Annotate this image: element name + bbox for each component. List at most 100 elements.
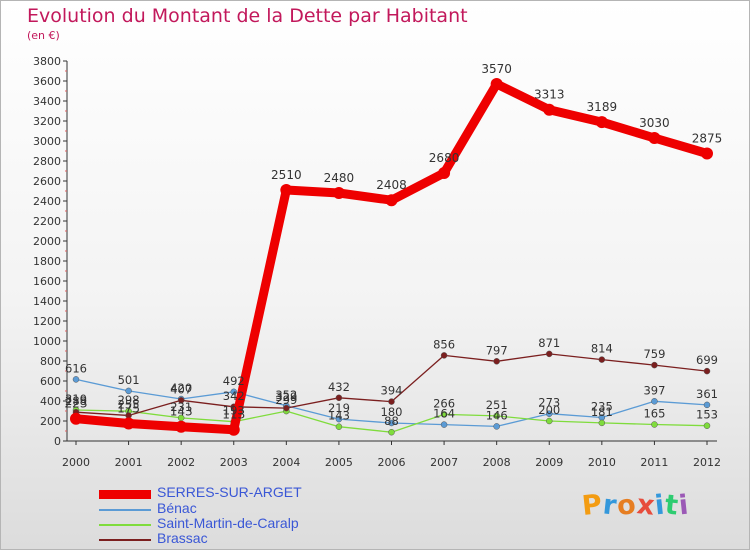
y-tick-label: 3600 (33, 75, 61, 88)
data-point-saint-martin-de-caralp (703, 422, 711, 429)
data-point-serres-sur-arget (280, 184, 293, 196)
data-label-brassac: 871 (538, 336, 560, 350)
data-point-brassac (703, 367, 711, 375)
y-tick-label: 800 (40, 355, 61, 368)
data-label-serres-sur-arget: 3313 (534, 88, 565, 102)
y-tick-label: 1800 (33, 255, 61, 268)
x-tick-label: 2004 (272, 456, 300, 469)
data-label-brassac: 329 (275, 390, 297, 404)
legend-label-serres-sur-arget: SERRES-SUR-ARGET (157, 484, 302, 500)
data-point-serres-sur-arget (595, 116, 608, 129)
x-tick-label: 2002 (167, 456, 195, 469)
data-point-b-nac (493, 423, 500, 430)
data-label-b-nac: 361 (696, 387, 718, 401)
data-label-saint-martin-de-caralp: 153 (696, 408, 718, 422)
data-label-serres-sur-arget: 3030 (639, 116, 670, 130)
data-label-brassac: 288 (65, 394, 87, 408)
data-point-brassac (651, 361, 658, 369)
data-label-serres-sur-arget: 2875 (692, 132, 723, 146)
data-label-saint-martin-de-caralp: 143 (328, 409, 350, 423)
x-tick-label: 2010 (588, 456, 616, 469)
data-label-brassac: 759 (643, 347, 665, 361)
data-point-serres-sur-arget (490, 78, 503, 90)
data-label-serres-sur-arget: 2510 (271, 168, 302, 182)
data-point-brassac (177, 397, 185, 404)
data-label-brassac: 394 (381, 384, 403, 398)
data-label-saint-martin-de-caralp: 298 (118, 393, 140, 407)
data-label-brassac: 432 (328, 380, 350, 394)
x-tick-label: 2012 (693, 456, 721, 469)
y-tick-label: 1000 (33, 335, 61, 348)
data-point-serres-sur-arget (70, 412, 82, 425)
chart-subtitle: (en €) (27, 29, 60, 42)
y-tick-label: 2400 (33, 195, 61, 208)
data-point-b-nac (546, 410, 553, 417)
data-label-brassac: 699 (696, 353, 718, 367)
y-tick-label: 2600 (33, 175, 61, 188)
data-label-saint-martin-de-caralp: 231 (170, 400, 192, 414)
data-point-serres-sur-arget (332, 187, 345, 199)
legend-swatch-benac (99, 509, 151, 511)
data-label-b-nac: 397 (643, 383, 665, 397)
data-label-brassac: 814 (591, 342, 613, 356)
data-point-serres-sur-arget (543, 103, 556, 116)
data-label-b-nac: 616 (65, 361, 87, 375)
x-tick-label: 2001 (115, 456, 143, 469)
data-point-brassac (388, 398, 395, 405)
y-tick-label: 1600 (33, 275, 61, 288)
data-label-serres-sur-arget: 175 (117, 402, 140, 416)
data-label-b-nac: 273 (538, 396, 560, 410)
data-point-b-nac (125, 387, 132, 395)
y-tick-label: 3400 (33, 95, 61, 108)
data-label-b-nac: 219 (328, 401, 350, 415)
x-tick-label: 2009 (535, 456, 563, 469)
data-label-brassac: 255 (118, 398, 140, 412)
data-label-serres-sur-arget: 223 (65, 397, 88, 411)
data-label-brassac: 407 (170, 382, 192, 396)
data-label-b-nac: 492 (223, 374, 245, 388)
y-tick-label: 600 (40, 375, 61, 388)
y-tick-label: 200 (40, 415, 61, 428)
data-label-b-nac: 180 (381, 405, 403, 419)
series-line-serres-sur-arget (71, 79, 712, 435)
data-point-b-nac (703, 401, 711, 409)
data-label-b-nac: 420 (170, 381, 192, 395)
data-label-b-nac: 146 (486, 408, 508, 422)
x-tick-label: 2007 (430, 456, 458, 469)
data-point-serres-sur-arget (385, 194, 398, 207)
data-label-serres-sur-arget: 113 (222, 408, 245, 422)
data-point-b-nac (230, 388, 237, 396)
data-point-serres-sur-arget (175, 420, 188, 433)
legend-label-saint-martin-de-caralp: Saint-Martin-de-Caralp (157, 515, 299, 531)
data-label-brassac: 856 (433, 337, 455, 351)
data-point-brassac (335, 394, 343, 402)
data-point-serres-sur-arget (122, 417, 135, 430)
data-point-brassac (440, 352, 448, 359)
x-tick-label: 2005 (325, 456, 353, 469)
data-point-brassac (493, 358, 500, 365)
data-point-b-nac (440, 421, 448, 428)
data-label-brassac: 797 (486, 343, 508, 357)
data-point-b-nac (335, 415, 343, 423)
data-label-saint-martin-de-caralp: 266 (433, 396, 455, 410)
data-label-serres-sur-arget: 2408 (376, 178, 407, 192)
data-label-saint-martin-de-caralp: 88 (384, 414, 399, 428)
data-point-saint-martin-de-caralp (598, 419, 606, 427)
x-tick-label: 2003 (220, 456, 248, 469)
data-label-saint-martin-de-caralp: 165 (643, 407, 665, 421)
data-label-serres-sur-arget: 2680 (429, 151, 460, 165)
data-point-serres-sur-arget (227, 423, 240, 436)
legend-swatch-saint-martin-de-caralp (99, 524, 151, 526)
y-tick-label: 1400 (33, 295, 61, 308)
y-tick-label: 2800 (33, 155, 61, 168)
data-label-b-nac: 501 (118, 373, 140, 387)
data-label-b-nac: 352 (275, 388, 297, 402)
data-label-serres-sur-arget: 3189 (587, 100, 618, 114)
x-tick-label: 2006 (378, 456, 406, 469)
y-tick-label: 3000 (33, 135, 61, 148)
data-point-brassac (598, 356, 606, 363)
data-label-b-nac: 235 (591, 400, 613, 414)
data-label-saint-martin-de-caralp: 181 (591, 405, 613, 419)
